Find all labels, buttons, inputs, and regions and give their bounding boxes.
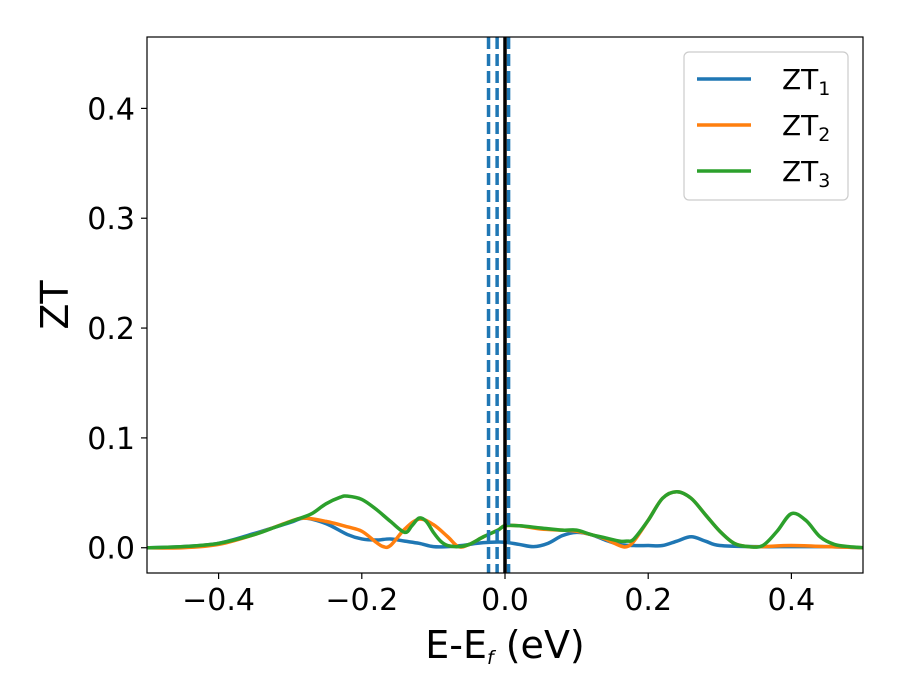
x-tick-label: −0.4 <box>182 583 255 618</box>
x-axis-title: E-Ef (eV) <box>425 623 585 669</box>
y-tick-label: 0.3 <box>87 202 135 237</box>
legend-box <box>683 51 849 201</box>
x-tick-label: 0.0 <box>481 583 529 618</box>
y-tick-label: 0.1 <box>87 422 135 457</box>
y-tick-label: 0.4 <box>87 92 135 127</box>
legend-label-zt3: ZT3 <box>782 155 830 192</box>
x-axis: −0.4 −0.2 0.0 0.2 0.4 <box>182 573 815 618</box>
series-line-zt1 <box>147 516 863 550</box>
y-axis: 0.0 0.1 0.2 0.3 0.4 <box>87 92 147 567</box>
series-line-zt3 <box>147 489 863 550</box>
x-tick-label: 0.4 <box>768 583 816 618</box>
legend-label-zt1: ZT1 <box>782 63 830 100</box>
y-tick-label: 0.2 <box>87 312 135 347</box>
y-tick-label: 0.0 <box>87 532 135 567</box>
y-axis-title: ZT <box>33 280 77 330</box>
legend-label-zt2: ZT2 <box>782 109 830 146</box>
legend: ZT1 ZT2 ZT3 <box>683 51 849 201</box>
x-tick-label: −0.2 <box>325 583 398 618</box>
x-tick-label: 0.2 <box>624 583 672 618</box>
